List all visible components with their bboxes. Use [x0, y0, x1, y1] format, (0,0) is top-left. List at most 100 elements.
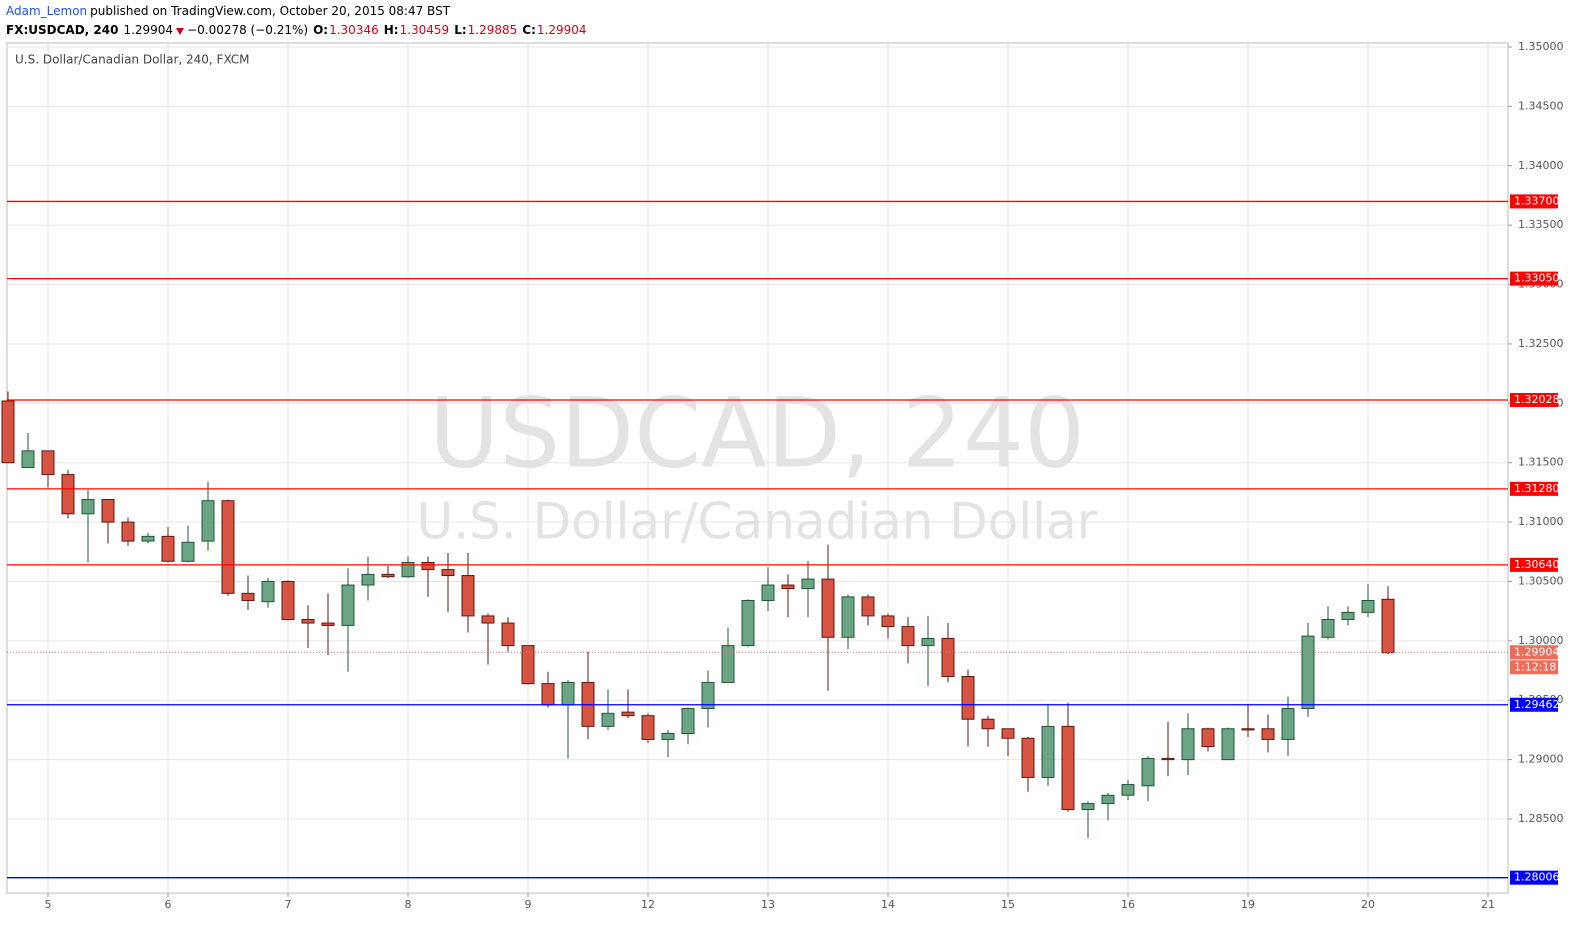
y-tick-label: 1.31000	[1518, 515, 1564, 528]
level-label-box	[1510, 194, 1558, 209]
ohlc-label: H:	[383, 23, 399, 37]
countdown: 1:12:18	[1514, 660, 1556, 673]
x-tick-label: 19	[1241, 898, 1255, 911]
y-tick-label: 1.28500	[1518, 812, 1564, 825]
x-tick-label: 20	[1361, 898, 1375, 911]
candle-body	[401, 561, 415, 578]
candle-body	[1301, 635, 1315, 710]
candle-body	[741, 599, 755, 647]
watermark-subtitle: U.S. Dollar/Canadian Dollar	[417, 493, 1098, 551]
candle-body	[161, 535, 175, 562]
candle-body	[241, 592, 255, 601]
candle-body	[981, 718, 995, 730]
ohlc-label: L:	[454, 23, 467, 37]
candle-body	[961, 675, 975, 720]
last-price: 1.29904	[123, 23, 174, 37]
y-tick-label: 1.29000	[1518, 753, 1564, 766]
ohlc-value: 1.29885	[467, 23, 518, 37]
candle-body	[761, 584, 775, 601]
level-label-box	[1510, 697, 1558, 712]
level-label: 1.33050	[1514, 272, 1560, 285]
candle-body	[421, 561, 435, 571]
x-tick-label: 6	[165, 898, 172, 911]
x-tick-label: 7	[285, 898, 292, 911]
x-tick-label: 16	[1121, 898, 1135, 911]
x-tick-label: 8	[405, 898, 412, 911]
candle-body	[541, 683, 555, 706]
candle-body	[881, 615, 895, 628]
x-tick-label: 14	[881, 898, 895, 911]
change: −0.00278 (−0.21%)	[187, 23, 309, 37]
candle-body	[641, 715, 655, 740]
current-price-label: 1.29904	[1514, 645, 1560, 658]
y-tick-label: 1.32500	[1518, 337, 1564, 350]
candle-body	[821, 578, 835, 638]
candle-body	[1041, 725, 1055, 778]
y-tick-label: 1.31500	[1518, 456, 1564, 469]
candle-body	[121, 521, 135, 542]
candle-body	[181, 541, 195, 562]
candle-body	[1381, 598, 1395, 654]
current-price-label-box	[1510, 645, 1558, 660]
candle-body	[141, 535, 155, 542]
x-tick-label: 21	[1481, 898, 1495, 911]
candle-body	[101, 499, 115, 523]
y-tick-label: 1.34500	[1518, 99, 1564, 112]
candle-body	[1161, 757, 1175, 761]
y-tick-label: 1.34000	[1518, 159, 1564, 172]
watermark: USDCAD, 240	[429, 377, 1085, 489]
plot-area	[6, 42, 1509, 894]
candle-body	[661, 732, 675, 740]
candle-body	[1, 400, 15, 464]
candle-body	[461, 575, 475, 617]
level-label: 1.28006	[1514, 871, 1560, 884]
level-label: 1.31280	[1514, 482, 1560, 495]
level-label: 1.30640	[1514, 558, 1560, 571]
candle-body	[441, 569, 455, 577]
candle-body	[301, 618, 315, 624]
candle-body	[1061, 725, 1075, 811]
candle-body	[1001, 728, 1015, 739]
candle-body	[1121, 784, 1135, 796]
y-tick-label: 1.35000	[1518, 40, 1564, 53]
candle-body	[1181, 728, 1195, 761]
candle-body	[281, 580, 295, 620]
candle-body	[481, 615, 495, 624]
candle-body	[41, 450, 55, 476]
candle-body	[521, 645, 535, 685]
candle-body	[941, 637, 955, 677]
level-label: 1.33700	[1514, 194, 1560, 207]
x-tick-label: 9	[525, 898, 532, 911]
ohlc-label: O:	[313, 23, 329, 37]
candle-body	[841, 596, 855, 638]
candle-body	[901, 626, 915, 647]
author[interactable]: Adam_Lemon	[6, 4, 88, 18]
candle-body	[81, 499, 95, 515]
candle-body	[1221, 728, 1235, 761]
y-tick-label: 1.33500	[1518, 218, 1564, 231]
candle-body	[1261, 728, 1275, 740]
x-tick-label: 15	[1001, 898, 1015, 911]
candle-body	[1021, 737, 1035, 778]
published: published on TradingView.com, October 20…	[90, 4, 451, 18]
header-row: FX:USDCAD, 240 1.29904 −0.00278 (−0.21%)…	[6, 21, 587, 40]
y-tick-label: 1.30000	[1518, 634, 1564, 647]
candle-body	[781, 584, 795, 590]
candle-body	[21, 450, 35, 468]
level-label-box	[1510, 271, 1558, 286]
level-label-box	[1510, 870, 1558, 885]
y-tick-label: 1.30500	[1518, 574, 1564, 587]
level-label: 1.32028	[1514, 393, 1560, 406]
candle-body	[721, 645, 735, 683]
x-tick-label: 12	[641, 898, 655, 911]
ohlc-label: C:	[522, 23, 536, 37]
candle-body	[701, 681, 715, 710]
x-tick-label: 13	[761, 898, 775, 911]
symbol: FX:USDCAD, 240	[6, 23, 119, 37]
candle-body	[1321, 618, 1335, 638]
candle-body	[621, 711, 635, 717]
candle-body	[801, 578, 815, 590]
candle-body	[61, 474, 75, 515]
